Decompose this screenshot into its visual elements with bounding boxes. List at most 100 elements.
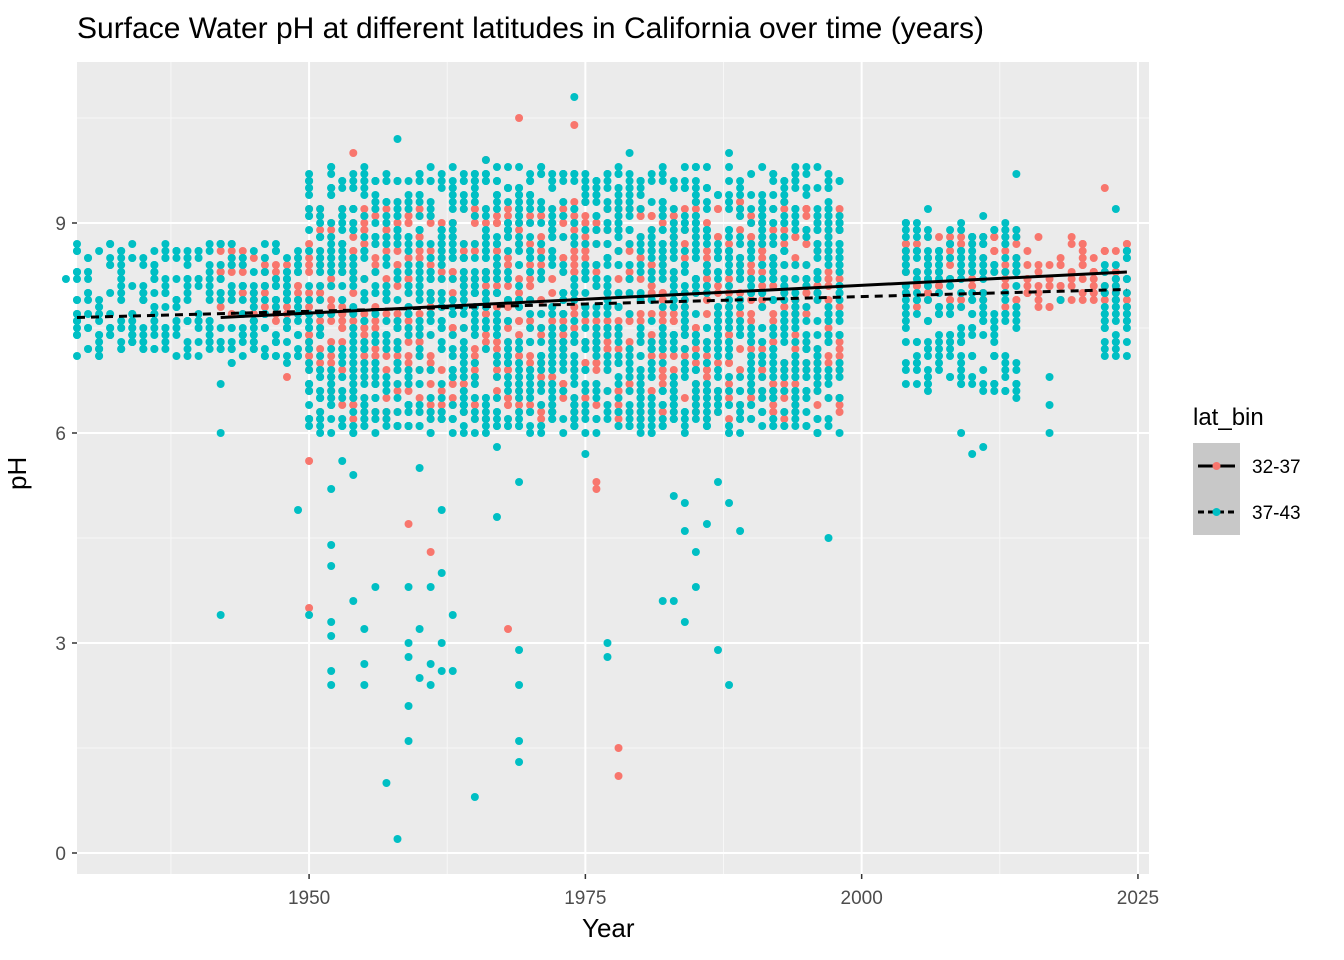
data-point [802, 170, 811, 178]
data-point [570, 310, 579, 318]
data-point [791, 310, 800, 318]
data-point [901, 247, 910, 255]
data-point [592, 310, 601, 318]
data-point [570, 324, 579, 332]
data-point [658, 331, 667, 339]
data-point [95, 247, 104, 255]
data-point [492, 219, 501, 227]
data-point [305, 604, 314, 612]
data-point [713, 324, 722, 332]
data-point [360, 401, 369, 409]
data-point [305, 366, 314, 374]
data-point [448, 289, 457, 297]
data-point [691, 282, 700, 290]
data-point [946, 331, 955, 339]
data-point [835, 408, 844, 416]
data-point [680, 373, 689, 381]
data-point [824, 338, 833, 346]
data-point [349, 352, 358, 360]
data-point [725, 359, 734, 367]
data-point [758, 345, 767, 353]
data-point [515, 345, 524, 353]
data-point [680, 317, 689, 325]
data-point [725, 240, 734, 248]
data-point [636, 373, 645, 381]
data-point [813, 401, 822, 409]
data-point [537, 310, 546, 318]
data-point [647, 240, 656, 248]
data-point [625, 170, 634, 178]
data-point [625, 401, 634, 409]
data-point [316, 422, 325, 430]
data-point [84, 254, 93, 262]
data-point [935, 303, 944, 311]
data-point [128, 331, 137, 339]
data-point [946, 261, 955, 269]
data-point [702, 401, 711, 409]
data-point [305, 212, 314, 220]
data-point [946, 240, 955, 248]
data-point [912, 233, 921, 241]
data-point [305, 611, 314, 619]
data-point [979, 296, 988, 304]
data-point [702, 373, 711, 381]
data-point [725, 415, 734, 423]
data-point [1034, 296, 1043, 304]
data-point [459, 324, 468, 332]
legend-title: lat_bin [1193, 404, 1264, 431]
data-point [393, 240, 402, 248]
data-point [968, 324, 977, 332]
data-point [625, 177, 634, 185]
data-point [515, 240, 524, 248]
data-point [338, 422, 347, 430]
data-point [305, 289, 314, 297]
data-point [791, 163, 800, 171]
data-point [393, 324, 402, 332]
data-point [957, 240, 966, 248]
data-point [614, 331, 623, 339]
data-point [382, 422, 391, 430]
data-point [271, 317, 280, 325]
data-point [835, 366, 844, 374]
data-point [371, 408, 380, 416]
data-point [680, 212, 689, 220]
data-point [702, 359, 711, 367]
data-point [559, 177, 568, 185]
data-point [481, 408, 490, 416]
data-point [437, 667, 446, 675]
data-point [95, 331, 104, 339]
data-point [338, 387, 347, 395]
data-point [725, 401, 734, 409]
data-point [360, 163, 369, 171]
data-point [581, 289, 590, 297]
data-point [603, 240, 612, 248]
data-point [758, 198, 767, 206]
data-point [592, 261, 601, 269]
data-point [327, 541, 336, 549]
data-point [1001, 268, 1010, 276]
data-point [271, 240, 280, 248]
data-point [437, 317, 446, 325]
data-point [680, 205, 689, 213]
data-point [923, 366, 932, 374]
data-point [625, 373, 634, 381]
data-point [912, 219, 921, 227]
data-point [780, 184, 789, 192]
data-point [725, 149, 734, 157]
data-point [702, 247, 711, 255]
data-point [758, 212, 767, 220]
data-point [481, 282, 490, 290]
data-point [426, 681, 435, 689]
data-point [360, 324, 369, 332]
data-point [658, 352, 667, 360]
data-point [338, 268, 347, 276]
data-point [481, 422, 490, 430]
data-point [537, 198, 546, 206]
data-point [592, 366, 601, 374]
data-point [614, 394, 623, 402]
data-point [371, 429, 380, 437]
data-point [824, 415, 833, 423]
data-point [802, 212, 811, 220]
data-point [957, 247, 966, 255]
data-point [813, 226, 822, 234]
